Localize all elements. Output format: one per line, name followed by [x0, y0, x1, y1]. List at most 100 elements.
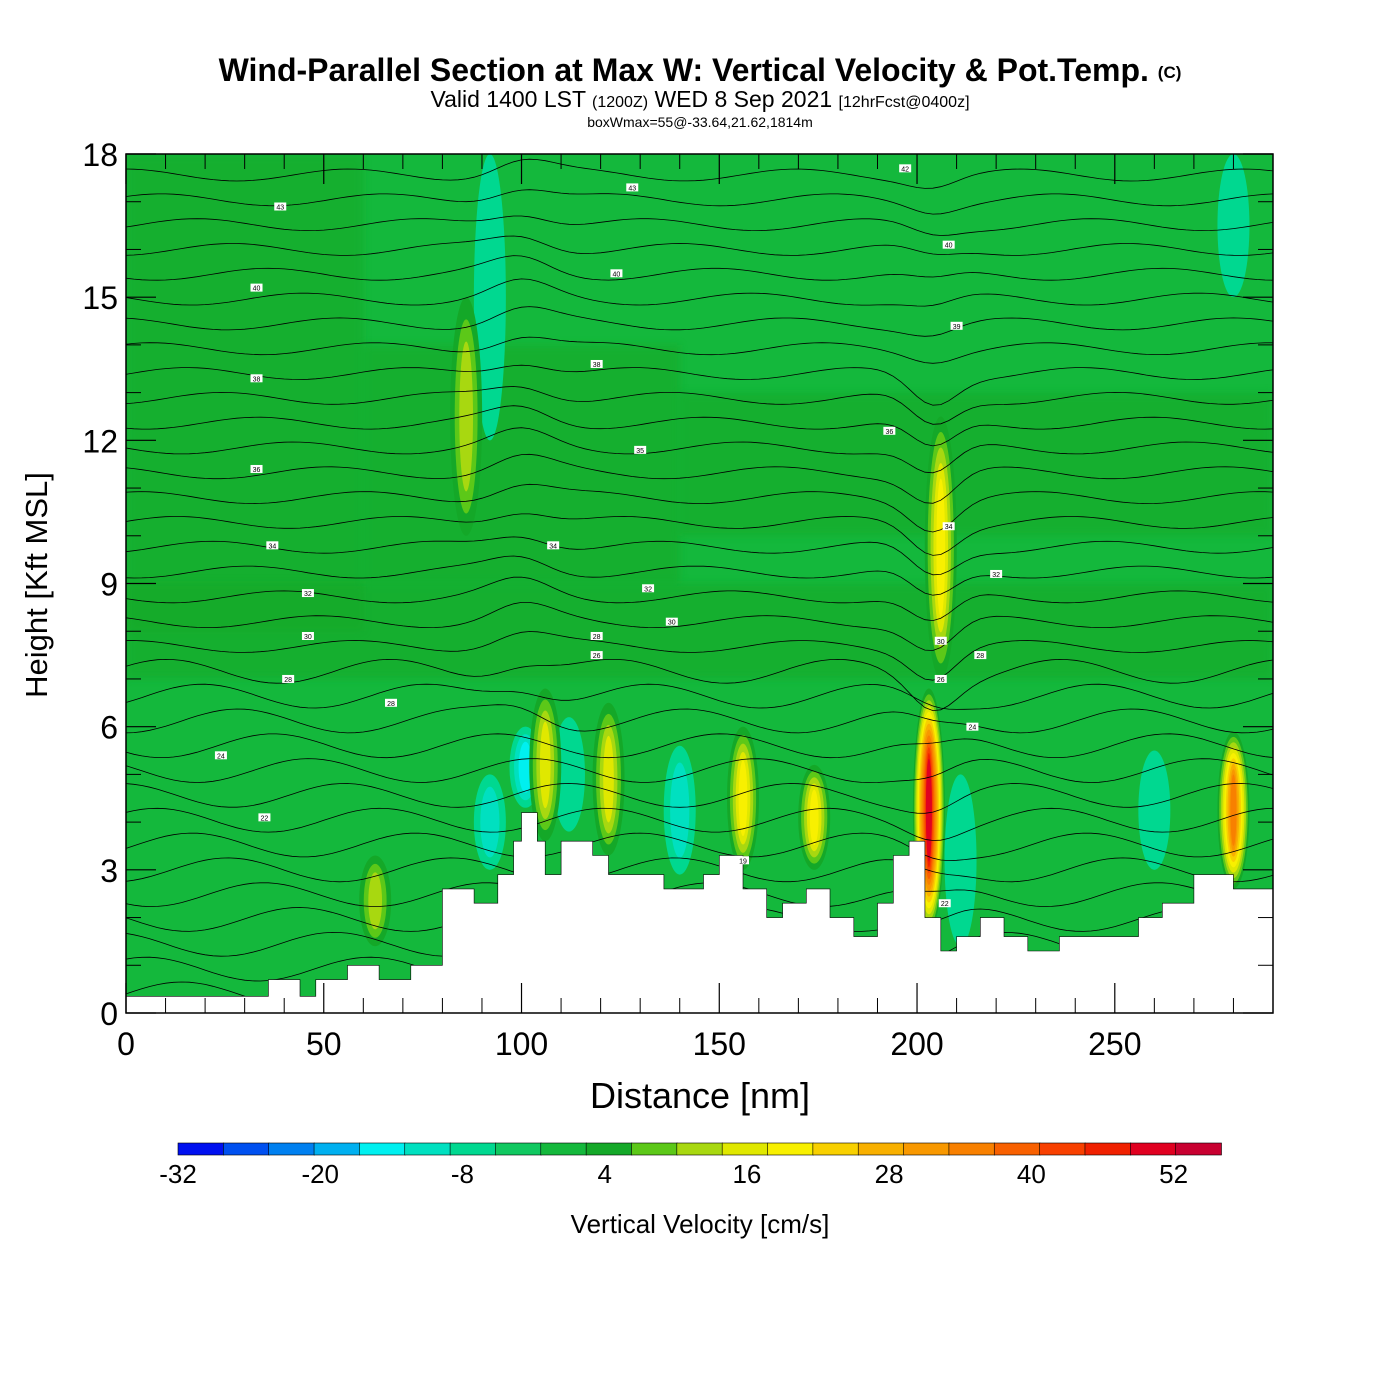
colorbar-swatch — [948, 1142, 996, 1156]
vertical-velocity-field — [126, 154, 1273, 1013]
theta-contour-line — [126, 783, 1273, 814]
downdraft-core — [1138, 750, 1171, 870]
theta-contour-line — [126, 658, 1273, 712]
theta-label-box — [301, 631, 314, 640]
theta-contour-label: 34 — [266, 541, 279, 550]
theta-contour-label: 26 — [590, 651, 603, 660]
colorbar-swatch — [585, 1142, 633, 1156]
theta-label-text: 28 — [976, 653, 984, 660]
colorbar-swatch — [223, 1142, 270, 1156]
colorbar-tick-label: 52 — [1159, 1159, 1188, 1189]
theta-label-text: 36 — [885, 429, 893, 436]
theta-contour-line — [126, 758, 1273, 784]
theta-label-text: 40 — [945, 243, 953, 250]
colorbar-swatch — [1130, 1142, 1177, 1156]
theta-contour-line — [126, 513, 1273, 556]
theta-label-box — [938, 899, 951, 908]
colorbar-swatch — [449, 1142, 497, 1156]
theta-label-box — [665, 617, 678, 626]
theta-label-box — [590, 631, 603, 640]
theta-contour-line — [126, 683, 1273, 710]
theta-contour-line — [126, 427, 1273, 474]
colorbar-swatch — [495, 1142, 542, 1156]
y-tick-label: 6 — [100, 710, 118, 746]
theta-label-text: 36 — [253, 467, 261, 474]
colorbar-swatch — [721, 1142, 769, 1156]
updraft-core — [459, 341, 474, 492]
theta-contour-label: 30 — [934, 636, 947, 646]
theta-contour-line — [126, 405, 1273, 447]
theta-label-box — [590, 359, 603, 368]
theta-contour-label: 24 — [214, 751, 227, 760]
y-axis-label: Height [Kft MSL] — [19, 472, 54, 698]
colorbar-label: Vertical Velocity [cm/s] — [571, 1209, 830, 1239]
box-wmax-info: boxWmax=55@-33.64,21.62,1814m — [587, 114, 813, 130]
theta-contour-label: 28 — [590, 631, 603, 641]
theta-contour-label: 32 — [990, 569, 1003, 579]
downdraft-core — [473, 154, 506, 441]
valid-zulu: (1200Z) — [592, 94, 649, 111]
colorbar-swatch — [993, 1142, 1041, 1156]
theta-label-box — [214, 751, 227, 760]
theta-contour-label: 43 — [626, 183, 639, 192]
theta-label-text: 28 — [284, 677, 292, 684]
theta-contour-label: 40 — [610, 269, 623, 278]
colorbar-swatch — [313, 1142, 361, 1156]
theta-label-text: 38 — [253, 376, 261, 383]
theta-contour-line — [126, 704, 1273, 734]
theta-contour-label: 24 — [966, 722, 979, 732]
x-tick-label: 200 — [890, 1026, 943, 1062]
copyright-mark: (C) — [1157, 63, 1182, 82]
theta-label-box — [610, 269, 623, 278]
theta-label-box — [899, 164, 912, 173]
theta-label-box — [942, 522, 955, 531]
theta-contour-label: 40 — [942, 240, 955, 250]
theta-label-text: 24 — [969, 725, 977, 732]
updraft-core — [738, 760, 748, 836]
theta-contour-label: 32 — [301, 589, 314, 598]
theta-label-box — [301, 589, 314, 598]
theta-contour-label: 30 — [665, 617, 678, 627]
colorbar-swatch — [857, 1142, 905, 1156]
theta-label-text: 26 — [593, 653, 601, 660]
theta-contour-line — [126, 364, 1273, 406]
updraft-core — [539, 721, 551, 809]
terrain-mask — [126, 812, 1273, 1013]
x-tick-label: 250 — [1088, 1026, 1141, 1062]
theta-contour-label: 36 — [250, 464, 263, 474]
chart-title-text: Wind-Parallel Section at Max W: Vertical… — [218, 52, 1149, 88]
theta-label-text: 24 — [217, 753, 225, 760]
theta-label-box — [883, 426, 896, 435]
theta-label-text: 32 — [644, 586, 652, 593]
colorbar-swatch — [631, 1142, 678, 1156]
colorbar-swatch — [177, 1142, 225, 1156]
theta-label-box — [942, 240, 955, 249]
theta-contour-line — [126, 555, 1273, 596]
theta-label-box — [266, 541, 279, 550]
colorbar-tick-label: -32 — [159, 1159, 197, 1189]
valid-time: Valid 1400 LST (1200Z) WED 8 Sep 2021 [1… — [0, 88, 1400, 114]
theta-contour-label: 34 — [547, 541, 560, 550]
theta-contour-label: 26 — [934, 674, 947, 684]
theta-label-text: 34 — [945, 524, 953, 531]
theta-label-text: 34 — [268, 543, 276, 550]
theta-label-text: 43 — [276, 204, 284, 211]
forecast-info: [12hrFcst@0400z] — [838, 94, 970, 111]
downdraft-core — [670, 762, 690, 858]
theta-contour-label: 22 — [258, 813, 271, 822]
colorbar-tick-label: 40 — [1017, 1159, 1046, 1189]
theta-label-box — [737, 856, 750, 865]
theta-label-box — [626, 183, 639, 192]
theta-label-box — [934, 636, 947, 645]
theta-contour-line — [126, 336, 1273, 364]
theta-label-text: 26 — [937, 677, 945, 684]
downdraft-core — [1217, 154, 1250, 298]
colorbar-swatch — [812, 1142, 860, 1156]
theta-contour-line — [126, 483, 1273, 533]
y-tick-label: 18 — [82, 137, 118, 173]
weak-updraft-region — [679, 392, 1273, 536]
theta-contour-line — [126, 158, 1273, 189]
theta-label-box — [250, 374, 263, 383]
theta-contour-line — [126, 189, 1273, 215]
